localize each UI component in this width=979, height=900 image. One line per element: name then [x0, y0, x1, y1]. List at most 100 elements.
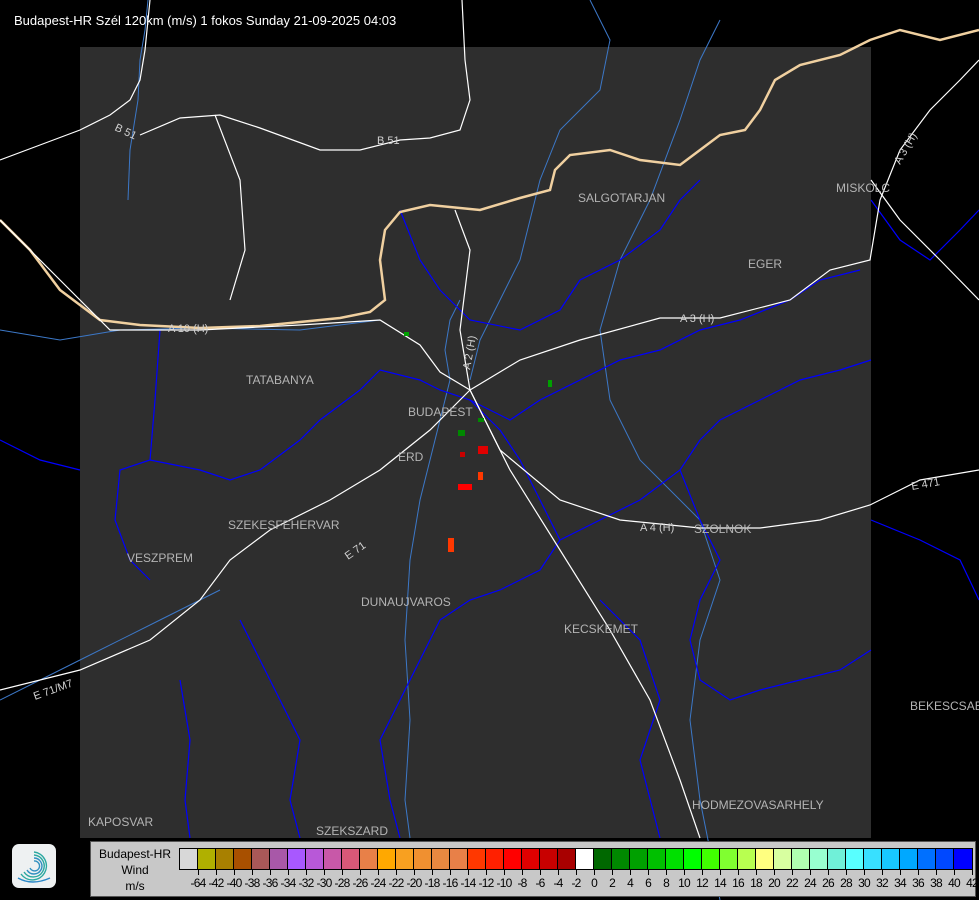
- legend-swatch: [432, 849, 450, 869]
- legend-tick-label: -36: [262, 876, 279, 890]
- legend-tick: [216, 869, 217, 875]
- legend-tick-label: -14: [460, 876, 477, 890]
- legend-swatch: [288, 849, 306, 869]
- legend-tick: [432, 869, 433, 875]
- roads: [0, 0, 979, 839]
- legend-tick: [702, 869, 703, 875]
- legend-tick-label: 26: [822, 876, 835, 890]
- road-label: A 2 (H): [461, 335, 479, 371]
- legend-swatch: [918, 849, 936, 869]
- legend-swatch: [504, 849, 522, 869]
- echo: [448, 538, 454, 552]
- swirl-logo-icon: [17, 851, 51, 883]
- legend-quantity: Wind: [121, 863, 149, 877]
- legend-tick: [558, 869, 559, 875]
- legend-tick: [504, 869, 505, 875]
- legend-swatch: [648, 849, 666, 869]
- legend-swatch: [540, 849, 558, 869]
- legend-tick-label: -10: [496, 876, 513, 890]
- legend-tick: [630, 869, 631, 875]
- legend-swatch: [846, 849, 864, 869]
- legend-tick: [936, 869, 937, 875]
- legend-swatch: [414, 849, 432, 869]
- legend-tick: [594, 869, 595, 875]
- legend-swatch: [522, 849, 540, 869]
- legend-tick-label: 0: [591, 876, 598, 890]
- city-label: HODMEZOVASARHELY: [692, 798, 824, 812]
- legend-tick-label: -8: [517, 876, 527, 890]
- radar-echoes: [404, 332, 552, 552]
- legend-swatch: [252, 849, 270, 869]
- city-label: EGER: [748, 257, 782, 271]
- road-label: A 3 (H): [680, 313, 714, 325]
- legend-swatch: [810, 849, 828, 869]
- legend-tick-label: -24: [370, 876, 387, 890]
- radar-coverage-area: [80, 47, 871, 838]
- legend-swatch: [306, 849, 324, 869]
- legend-tick-label: 34: [894, 876, 907, 890]
- legend-tick-label: 8: [663, 876, 670, 890]
- legend-tick: [720, 869, 721, 875]
- legend-tick-label: 16: [732, 876, 745, 890]
- echo: [478, 472, 483, 480]
- legend-tick-label: -12: [478, 876, 495, 890]
- legend-tick: [252, 869, 253, 875]
- legend-swatch: [864, 849, 882, 869]
- legend-tick: [234, 869, 235, 875]
- legend-swatch: [180, 849, 198, 869]
- road-label: A 3 (H): [892, 131, 920, 167]
- echo: [548, 380, 552, 387]
- legend-tick-label: -30: [316, 876, 333, 890]
- legend-tick: [522, 869, 523, 875]
- legend-tick-label: 12: [696, 876, 709, 890]
- legend-tick: [378, 869, 379, 875]
- legend-tick-label: 6: [645, 876, 652, 890]
- legend-tick-label: -42: [208, 876, 225, 890]
- legend-tick-label: -2: [571, 876, 581, 890]
- legend-swatch: [396, 849, 414, 869]
- legend-tick-label: 22: [786, 876, 799, 890]
- legend-tick-label: -16: [442, 876, 459, 890]
- legend-swatch: [576, 849, 594, 869]
- legend-tick: [414, 869, 415, 875]
- legend-tick-label: 20: [768, 876, 781, 890]
- legend-swatch: [270, 849, 288, 869]
- national-border: [0, 28, 979, 330]
- legend-swatch: [378, 849, 396, 869]
- legend-swatch: [342, 849, 360, 869]
- legend-tick: [774, 869, 775, 875]
- legend-tick: [270, 869, 271, 875]
- city-label: KECSKEMET: [564, 622, 639, 636]
- legend-swatch: [324, 849, 342, 869]
- legend-tick: [882, 869, 883, 875]
- city-label: KAPOSVAR: [88, 815, 153, 829]
- legend-tick: [306, 869, 307, 875]
- legend-tick-label: -28: [334, 876, 351, 890]
- legend-tick: [324, 869, 325, 875]
- legend-tick-label: 30: [858, 876, 871, 890]
- legend-station: Budapest-HR: [98, 847, 172, 861]
- legend-swatch: [774, 849, 792, 869]
- legend-tick: [486, 869, 487, 875]
- legend-swatch: [900, 849, 918, 869]
- legend-tick-label: 32: [876, 876, 889, 890]
- legend-swatch: [756, 849, 774, 869]
- legend-swatch: [558, 849, 576, 869]
- legend-swatch: [720, 849, 738, 869]
- echo: [458, 484, 472, 490]
- legend-swatch: [828, 849, 846, 869]
- legend-tick-label: 40: [948, 876, 961, 890]
- city-label: VESZPREM: [127, 551, 193, 565]
- city-label: SALGOTARJAN: [578, 191, 665, 205]
- city-label: ERD: [398, 450, 424, 464]
- legend-tick: [468, 869, 469, 875]
- city-label: BUDAPEST: [408, 405, 473, 419]
- road-label: E 471: [910, 476, 940, 493]
- legend-tick-label: 18: [750, 876, 763, 890]
- legend-tick: [360, 869, 361, 875]
- legend-tick-label: 42: [966, 876, 979, 890]
- legend-tick-label: 2: [609, 876, 616, 890]
- legend-tick: [540, 869, 541, 875]
- legend-swatch: [198, 849, 216, 869]
- legend-tick: [684, 869, 685, 875]
